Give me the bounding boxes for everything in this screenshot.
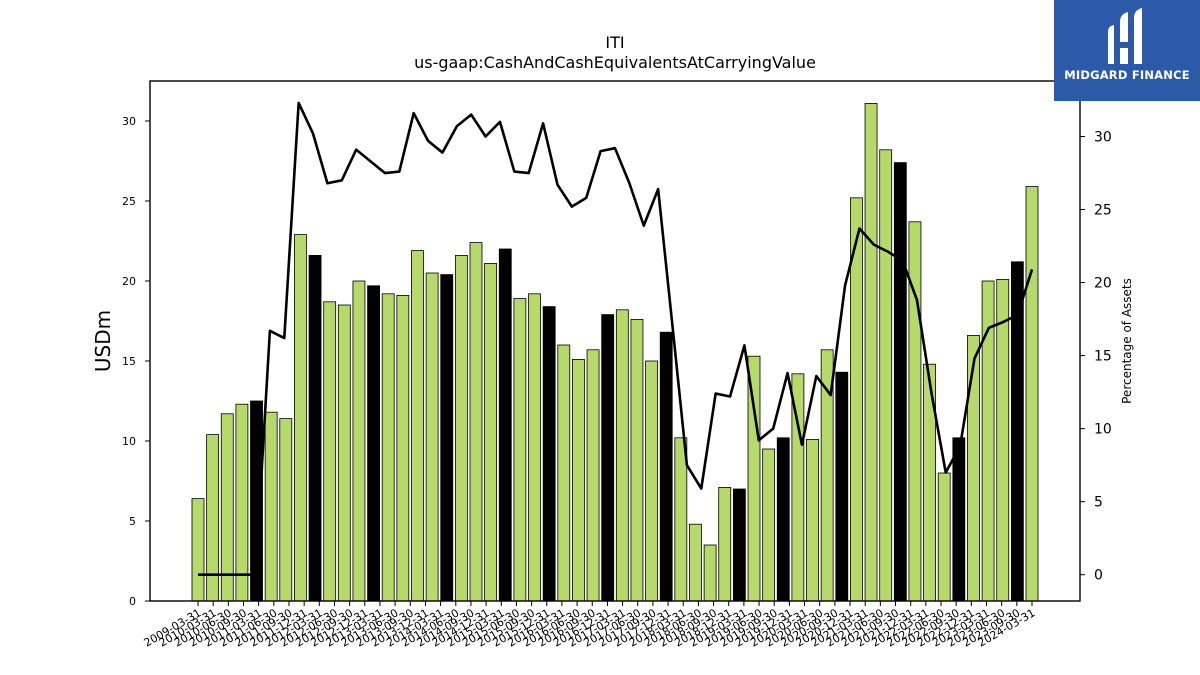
bar	[703, 544, 717, 602]
bar	[937, 472, 951, 602]
y-tick-label: 0	[129, 595, 136, 608]
bar	[967, 334, 980, 602]
bar	[206, 434, 220, 602]
bar	[864, 103, 878, 602]
y2-tick-label: 10	[1094, 422, 1112, 438]
bar	[396, 294, 410, 602]
bar	[191, 498, 205, 602]
line-group	[198, 101, 1034, 577]
bar	[586, 349, 600, 602]
bar	[674, 437, 688, 602]
bar	[498, 248, 512, 602]
bar	[308, 254, 322, 602]
bar	[264, 411, 278, 602]
bar	[776, 437, 790, 602]
y2-tick-label: 30	[1094, 130, 1112, 146]
bar	[469, 242, 483, 602]
bar	[294, 234, 307, 602]
y2-tick-label: 25	[1094, 203, 1112, 219]
bar	[908, 221, 922, 602]
bar	[630, 318, 644, 602]
bar	[615, 309, 629, 602]
bar	[279, 418, 293, 602]
bar	[572, 358, 585, 602]
bar	[601, 314, 615, 602]
y-tick-label: 10	[122, 435, 136, 448]
bar	[381, 293, 395, 602]
bar	[645, 360, 658, 602]
axes-group: 0510152025300510152025302009-03-312010-0…	[122, 80, 1112, 650]
bar	[718, 486, 732, 602]
bar	[454, 254, 468, 602]
bar	[484, 262, 498, 602]
bar	[337, 304, 351, 602]
brand-mark-icon	[1108, 8, 1142, 64]
bar	[411, 250, 424, 602]
bar	[952, 437, 966, 602]
y-axis-label: USDm	[91, 310, 115, 372]
bar	[835, 371, 849, 602]
y2-axis-label: Percentage of Assets	[1120, 278, 1134, 404]
bar	[879, 149, 893, 602]
y-tick-label: 5	[129, 515, 136, 528]
brand-name: MIDGARD FINANCE	[1064, 68, 1190, 82]
y2-tick-label: 20	[1094, 276, 1112, 292]
bar	[235, 403, 249, 602]
y-tick-label: 20	[122, 275, 136, 288]
percentage-line	[198, 101, 1034, 577]
bar	[893, 162, 907, 602]
bar	[659, 331, 673, 602]
y-tick-label: 15	[122, 355, 136, 368]
bar	[528, 293, 541, 602]
y2-tick-label: 0	[1094, 568, 1103, 584]
brand-logo: MIDGARD FINANCE	[1054, 0, 1200, 101]
bar	[996, 278, 1010, 602]
bar	[352, 280, 366, 602]
bar	[440, 274, 454, 602]
y-tick-label: 30	[122, 115, 136, 128]
bar	[542, 306, 556, 602]
bar	[762, 448, 776, 602]
bar	[513, 298, 527, 602]
y-tick-label: 25	[122, 195, 136, 208]
bar	[367, 285, 380, 602]
bar	[425, 272, 439, 602]
bar	[323, 301, 337, 602]
bar	[1025, 186, 1039, 602]
bar	[689, 523, 702, 602]
y2-tick-label: 15	[1094, 349, 1112, 365]
bar	[806, 438, 819, 602]
plot-frame	[149, 80, 1081, 602]
y2-tick-label: 5	[1094, 495, 1103, 511]
bar	[557, 344, 571, 602]
bar	[220, 413, 234, 602]
bar	[747, 355, 761, 602]
chart-subtitle: us-gaap:CashAndCashEquivalentsAtCarrying…	[414, 53, 816, 72]
bars-group	[191, 103, 1039, 602]
chart-title: ITI	[605, 33, 624, 52]
bar	[732, 488, 746, 602]
